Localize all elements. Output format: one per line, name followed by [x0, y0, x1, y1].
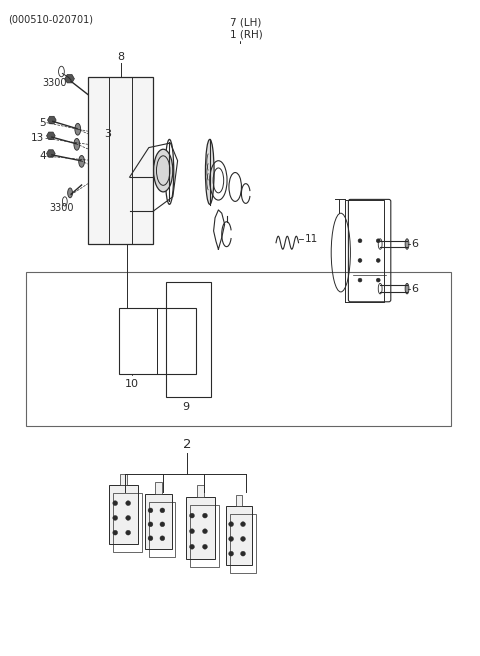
- Text: 9: 9: [183, 402, 190, 412]
- Circle shape: [148, 508, 153, 513]
- Circle shape: [148, 536, 153, 541]
- Circle shape: [203, 513, 207, 518]
- Circle shape: [358, 258, 362, 262]
- Bar: [120, 474, 128, 485]
- Bar: [197, 485, 204, 497]
- Circle shape: [126, 530, 131, 535]
- Text: 8: 8: [118, 52, 124, 62]
- Bar: [226, 506, 252, 565]
- Text: 7 (LH): 7 (LH): [230, 18, 262, 28]
- Circle shape: [190, 513, 194, 518]
- Circle shape: [160, 522, 165, 527]
- Circle shape: [203, 529, 207, 533]
- Text: 5: 5: [39, 117, 46, 128]
- Circle shape: [376, 278, 380, 282]
- Circle shape: [113, 501, 118, 506]
- Circle shape: [113, 530, 118, 535]
- Circle shape: [358, 278, 362, 282]
- Bar: [166, 282, 211, 397]
- Circle shape: [228, 551, 233, 556]
- Circle shape: [113, 516, 118, 520]
- Ellipse shape: [405, 239, 409, 249]
- Text: 6: 6: [411, 283, 419, 294]
- Text: 6: 6: [411, 239, 419, 249]
- Circle shape: [376, 258, 380, 262]
- Ellipse shape: [75, 123, 81, 135]
- Ellipse shape: [154, 150, 173, 192]
- Ellipse shape: [205, 139, 214, 205]
- Text: 11: 11: [305, 234, 318, 245]
- Circle shape: [190, 544, 194, 549]
- Bar: [155, 482, 162, 493]
- Circle shape: [376, 239, 380, 243]
- Circle shape: [240, 522, 245, 527]
- Ellipse shape: [74, 138, 80, 150]
- Text: 3300: 3300: [42, 78, 67, 89]
- Bar: [236, 495, 242, 506]
- Bar: [109, 485, 138, 544]
- Text: 4: 4: [39, 151, 46, 161]
- Text: 10: 10: [125, 379, 139, 388]
- Text: 3: 3: [105, 129, 111, 140]
- Text: 2: 2: [183, 438, 192, 451]
- Circle shape: [240, 551, 245, 556]
- Circle shape: [126, 516, 131, 520]
- Ellipse shape: [68, 188, 72, 198]
- Bar: [145, 493, 172, 550]
- Bar: [229, 514, 256, 573]
- Circle shape: [160, 508, 165, 513]
- Circle shape: [148, 522, 153, 527]
- Circle shape: [190, 529, 194, 533]
- Bar: [119, 308, 196, 374]
- Bar: [88, 77, 153, 244]
- Circle shape: [126, 501, 131, 506]
- Bar: [26, 272, 451, 426]
- Text: 3300: 3300: [49, 203, 74, 213]
- Ellipse shape: [405, 283, 409, 294]
- Text: 13: 13: [31, 133, 44, 144]
- Circle shape: [203, 544, 207, 549]
- Text: (000510-020701): (000510-020701): [8, 14, 93, 24]
- Circle shape: [358, 239, 362, 243]
- Bar: [113, 493, 142, 552]
- Circle shape: [160, 536, 165, 541]
- Circle shape: [228, 537, 233, 541]
- Bar: [186, 497, 215, 559]
- Text: 1 (RH): 1 (RH): [230, 29, 263, 39]
- Circle shape: [240, 537, 245, 541]
- Ellipse shape: [79, 155, 84, 167]
- Bar: [149, 501, 176, 558]
- Bar: [190, 505, 219, 567]
- Circle shape: [228, 522, 233, 527]
